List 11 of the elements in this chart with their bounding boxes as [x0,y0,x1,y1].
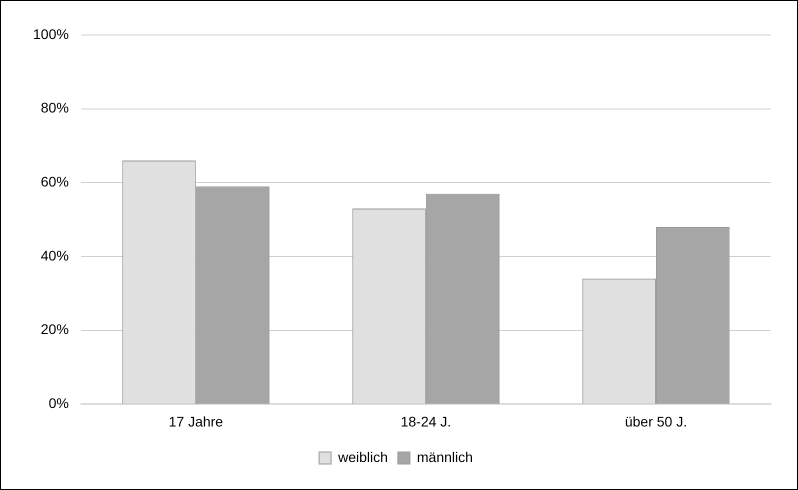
y-tick-label: 20% [40,321,69,338]
y-tick-label: 100% [32,26,69,42]
x-tick-label: über 50 J. [624,413,688,430]
x-tick-label: 18-24 J. [400,413,452,430]
y-tick-label: 0% [48,395,69,412]
legend-label: männlich [416,448,473,465]
y-tick-label: 80% [40,100,69,116]
y-tick-label: 40% [40,247,69,264]
legend-label: weiblich [337,448,388,465]
y-tick-label: 60% [40,174,69,190]
x-tick-label: 17 Jahre [168,413,224,430]
